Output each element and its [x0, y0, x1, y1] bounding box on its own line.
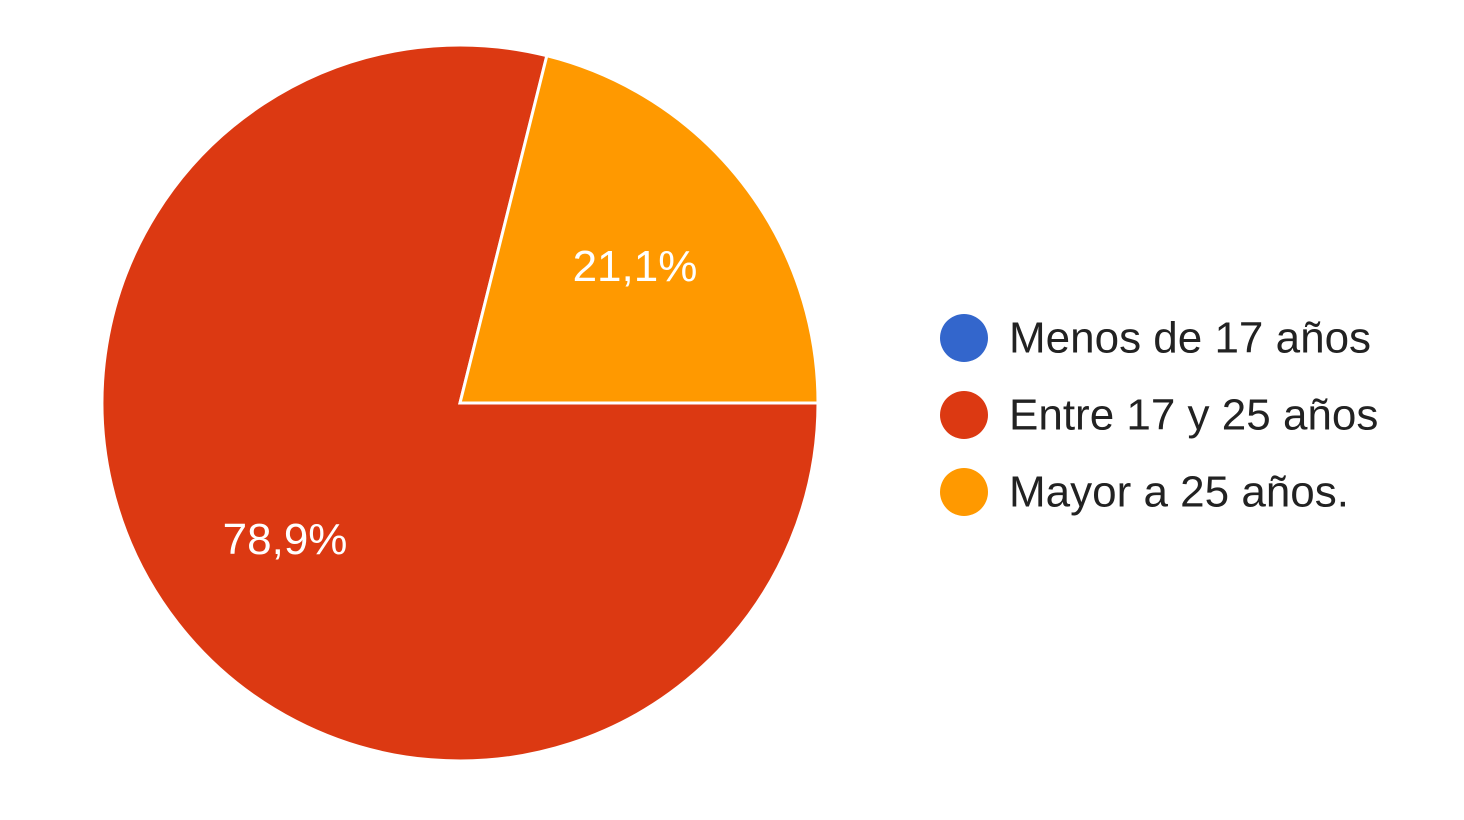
legend-marker-2: [940, 391, 988, 439]
slice-data-label-3: 21,1%: [573, 242, 698, 291]
legend-label-1[interactable]: Menos de 17 años: [1009, 314, 1371, 363]
pie-data-labels: 78,9% 21,1%: [223, 242, 698, 564]
pie-slice-3[interactable]: [458, 53, 820, 405]
legend-marker-1: [940, 314, 988, 362]
legend-label-2[interactable]: Entre 17 y 25 años: [1009, 391, 1378, 440]
legend-marker-3: [940, 468, 988, 516]
legend-label-3[interactable]: Mayor a 25 años.: [1009, 468, 1349, 517]
slice-data-label-2: 78,9%: [223, 515, 348, 564]
pie-slices: [100, 43, 820, 763]
legend: Menos de 17 años Entre 17 y 25 años Mayor …: [940, 314, 1378, 517]
